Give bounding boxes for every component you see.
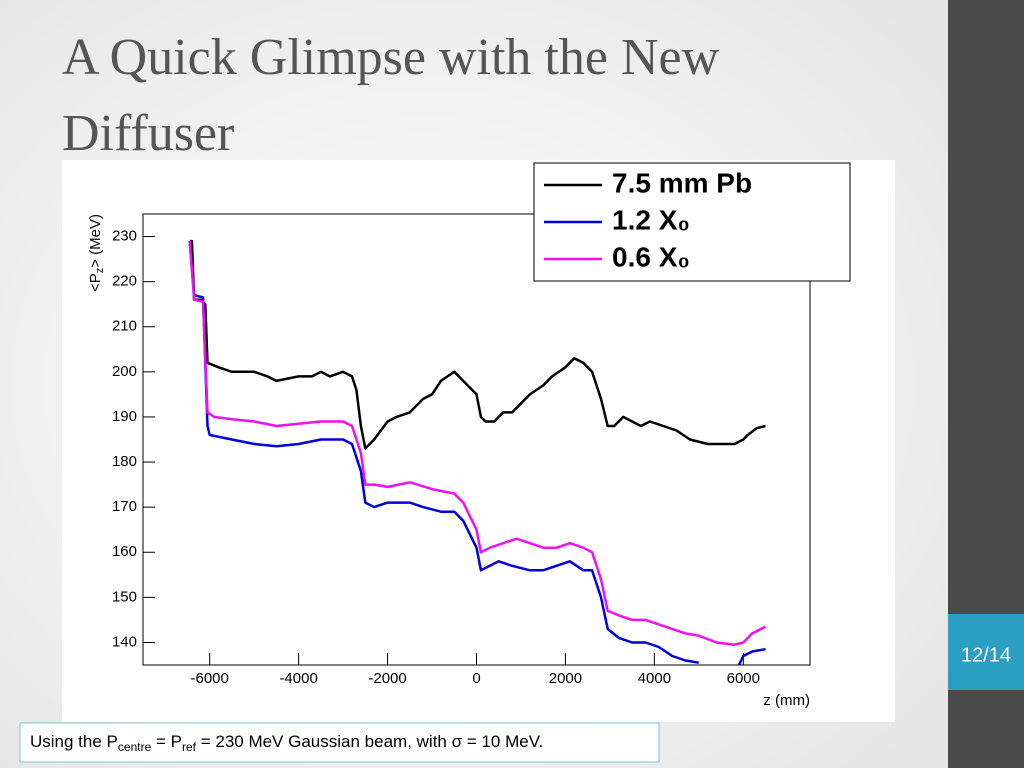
caption-part: = 230 MeV Gaussian beam, with σ = 10 MeV… <box>196 732 543 751</box>
data-line <box>188 240 766 666</box>
x-label: z (mm) <box>763 692 810 709</box>
y-tick-label: 140 <box>112 633 137 650</box>
y-tick-label: 220 <box>112 273 137 290</box>
y-tick-label: 160 <box>112 543 137 560</box>
y-tick-label: 170 <box>112 498 137 515</box>
y-label-part: <P <box>87 273 104 292</box>
caption-part: Using the P <box>30 732 118 751</box>
data-line <box>188 241 767 646</box>
x-tick-label: 2000 <box>549 670 582 687</box>
page-box <box>948 614 1024 690</box>
data-line <box>189 239 766 450</box>
x-tick-label: 6000 <box>727 670 760 687</box>
y-label-part: > (MeV) <box>87 214 104 268</box>
y-label-part: z <box>94 268 106 274</box>
x-tick-label: 4000 <box>638 670 671 687</box>
caption-box <box>19 722 660 763</box>
legend-label: 1.2 X₀ <box>612 204 690 235</box>
caption-subscript: ref <box>182 740 197 754</box>
page-number: 12/14 <box>961 644 1011 666</box>
x-tick-label: 0 <box>472 670 480 687</box>
legend-label: 0.6 X₀ <box>612 241 690 272</box>
caption-subscript: centre <box>118 740 152 754</box>
caption-part: = P <box>151 732 182 751</box>
legend-label: 7.5 mm Pb <box>612 167 752 198</box>
caption: Using the Pcentre = Pref = 230 MeV Gauss… <box>30 732 543 754</box>
y-tick-label: 230 <box>112 228 137 245</box>
title: A Quick Glimpse with the New <box>62 29 720 86</box>
x-tick-label: -4000 <box>279 670 317 687</box>
y-tick-label: 210 <box>112 318 137 335</box>
title: Diffuser <box>62 105 234 162</box>
y-tick-label: 180 <box>112 453 137 470</box>
chart: 140 150 160 170 180 190 200 210 220 230 -6000 -4000… <box>87 162 851 709</box>
y-tick-label: 190 <box>112 408 137 425</box>
x-tick-label: -6000 <box>191 670 229 687</box>
x-tick-label: -2000 <box>368 670 406 687</box>
y-tick-label: 150 <box>112 588 137 605</box>
y-label: <Pz> (MeV) <box>87 214 106 292</box>
y-tick-label: 200 <box>112 363 137 380</box>
